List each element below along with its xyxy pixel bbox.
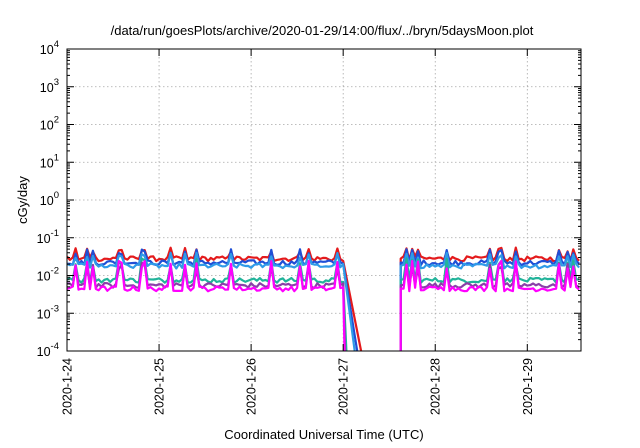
y-tick-label: 10-3 [37,303,59,321]
x-tick-label: 2020-1-24 [61,358,75,415]
series-line-4-resume [399,262,580,351]
y-tick-label: 101 [40,152,59,170]
y-tick-label: 10-2 [37,266,59,284]
chart-title: /data/run/goesPlots/archive/2020-01-29/1… [111,23,534,38]
series-line-5-resume [399,259,580,351]
y-axis-label: cGy/day [15,176,30,224]
y-tick-label: 102 [40,115,59,133]
series-line-4 [67,261,347,351]
x-tick-label: 2020-1-28 [429,358,443,415]
ticks [66,48,581,352]
series-line-2-resume [399,251,580,351]
x-tick-label: 2020-1-25 [153,358,167,415]
x-axis-label: Coordinated Universal Time (UTC) [224,427,423,442]
y-tick-label: 104 [40,39,59,57]
y-tick-label: 10-4 [37,341,59,359]
series-layer [67,246,580,351]
y-tick-label: 103 [40,77,59,95]
grid [66,49,581,351]
y-tick-labels: 10-4 10-3 10-2 10-1 100 101 102 103 104 [37,39,59,359]
x-tick-label: 2020-1-26 [245,358,259,415]
series-line-1 [67,248,359,351]
series-line-2 [67,251,356,351]
x-tick-label: 2020-1-29 [521,358,535,415]
x-tick-label: 2020-1-27 [337,358,351,415]
y-tick-label: 10-1 [37,228,59,246]
x-tick-labels: 2020-1-24 2020-1-25 2020-1-26 2020-1-27 2020… [61,358,535,415]
y-tick-label: 100 [40,190,59,208]
series-line-3 [67,257,348,351]
series-line-5 [67,259,346,351]
